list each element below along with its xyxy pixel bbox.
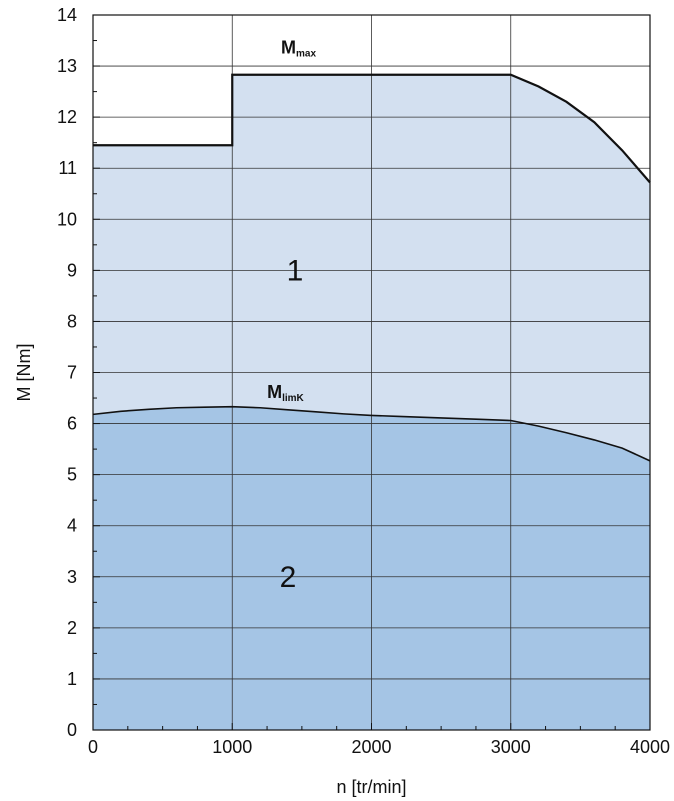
x-tick-label: 2000 bbox=[351, 737, 391, 757]
y-tick-label: 10 bbox=[57, 209, 77, 229]
y-axis-title: M [Nm] bbox=[14, 344, 34, 402]
region-label-1: 1 bbox=[287, 254, 304, 287]
mlimk-curve bbox=[92, 405, 651, 462]
y-tick-label: 3 bbox=[67, 567, 77, 587]
mmax-curve-label: Mmax bbox=[281, 37, 316, 59]
y-tick-label: 14 bbox=[57, 5, 77, 25]
mlimk-curve-label: MlimK bbox=[267, 382, 304, 404]
y-tick-label: 7 bbox=[67, 363, 77, 383]
y-tick-label: 8 bbox=[67, 311, 77, 331]
x-tick-label: 3000 bbox=[491, 737, 531, 757]
y-tick-label: 1 bbox=[67, 669, 77, 689]
y-tick-label: 2 bbox=[67, 618, 77, 638]
y-tick-label: 13 bbox=[57, 56, 77, 76]
y-tick-label: 6 bbox=[67, 414, 77, 434]
y-tick-label: 12 bbox=[57, 107, 77, 127]
y-tick-label: 4 bbox=[67, 516, 77, 536]
x-tick-label: 4000 bbox=[630, 737, 670, 757]
x-tick-label: 0 bbox=[88, 737, 98, 757]
y-tick-label: 5 bbox=[67, 465, 77, 485]
y-tick-label: 0 bbox=[67, 720, 77, 740]
mmax-curve bbox=[93, 73, 651, 184]
y-tick-label: 11 bbox=[58, 158, 77, 178]
x-axis-title: n [tr/min] bbox=[336, 777, 406, 797]
plot-area: 0 1000 2000 3000 400001234567891011121314Mma… bbox=[57, 5, 670, 757]
y-tick-label: 9 bbox=[67, 260, 77, 280]
region-label-2: 2 bbox=[280, 561, 297, 594]
x-tick-label: 1000 bbox=[212, 737, 252, 757]
